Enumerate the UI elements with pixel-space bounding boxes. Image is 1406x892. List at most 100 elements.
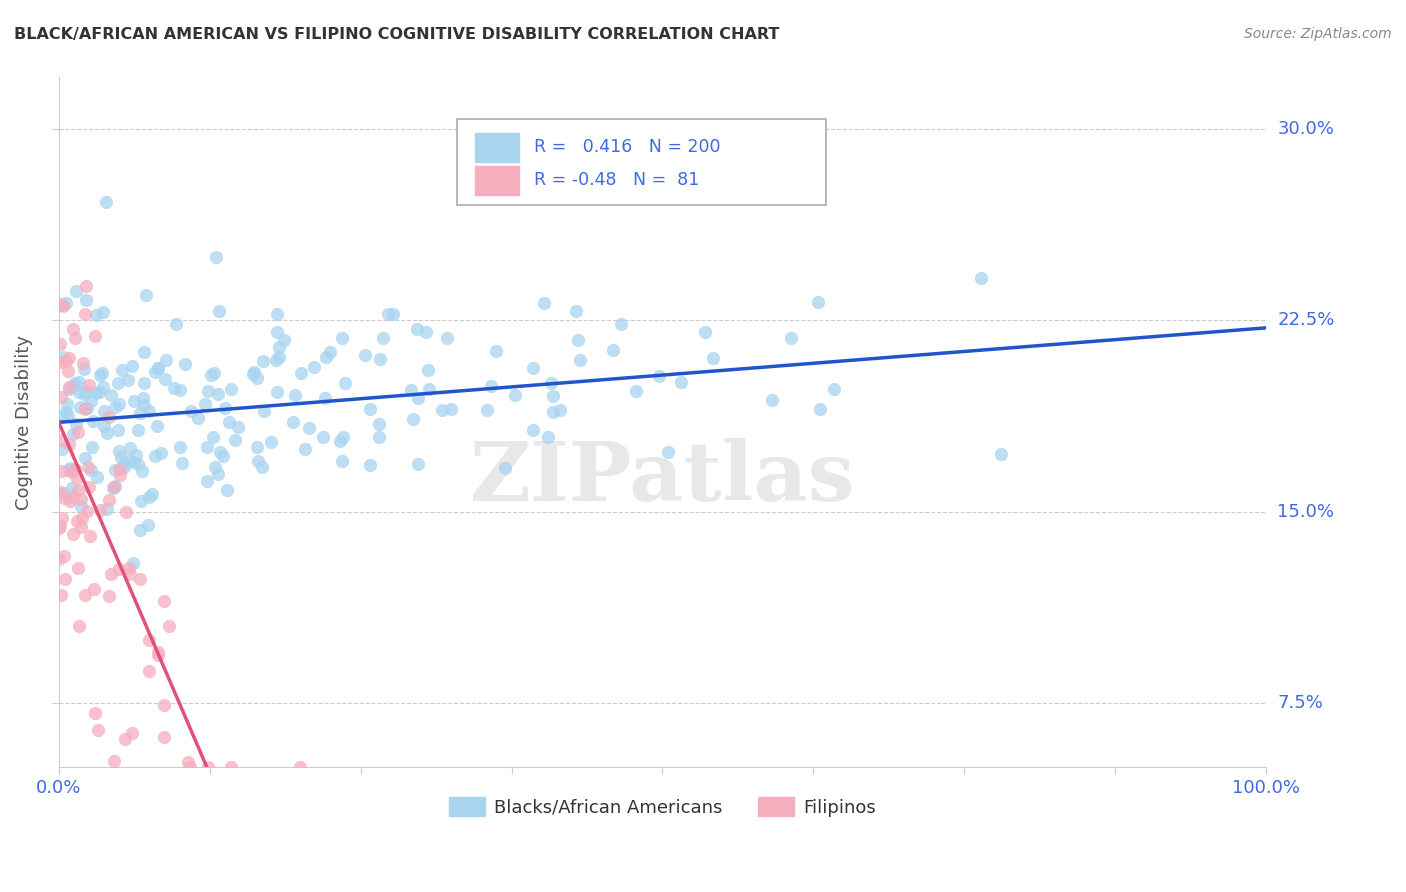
Point <box>436 331 458 345</box>
Point <box>157 619 180 633</box>
Point <box>332 453 354 467</box>
Point <box>148 645 170 659</box>
Point <box>82 414 104 428</box>
Point <box>371 331 394 345</box>
Point <box>541 405 564 419</box>
Point <box>823 382 845 396</box>
Point <box>693 325 716 339</box>
Point <box>242 365 264 379</box>
Point <box>359 402 381 417</box>
Point <box>132 391 155 405</box>
Point <box>283 415 305 429</box>
Point <box>226 420 249 434</box>
Point <box>75 293 97 308</box>
Point <box>208 303 231 318</box>
Point <box>253 403 276 417</box>
Point <box>416 363 439 377</box>
Point <box>62 490 84 504</box>
FancyBboxPatch shape <box>475 133 519 161</box>
Point <box>333 376 356 391</box>
Point <box>247 454 270 468</box>
Point <box>128 406 150 420</box>
Point <box>242 367 264 381</box>
Point <box>53 485 76 500</box>
Point <box>51 297 73 311</box>
Point <box>108 461 131 475</box>
Point <box>84 385 107 400</box>
Point <box>250 459 273 474</box>
Point <box>197 384 219 398</box>
FancyBboxPatch shape <box>475 166 519 194</box>
Point <box>207 387 229 401</box>
Point <box>132 376 155 390</box>
Point <box>195 441 218 455</box>
Point <box>169 440 191 454</box>
Point <box>266 306 288 320</box>
Point <box>155 353 177 368</box>
Point <box>51 442 73 456</box>
Point <box>169 383 191 397</box>
Text: ZIPatlas: ZIPatlas <box>470 438 855 517</box>
Point <box>75 279 97 293</box>
Point <box>405 322 427 336</box>
Point <box>48 552 70 566</box>
Point <box>48 485 70 500</box>
Point <box>56 409 79 424</box>
Point <box>138 404 160 418</box>
Point <box>80 440 103 454</box>
Point <box>260 435 283 450</box>
Point <box>60 466 83 480</box>
Point <box>112 457 135 471</box>
Point <box>66 561 89 575</box>
Point <box>66 483 89 497</box>
Point <box>780 331 803 345</box>
Point <box>75 588 97 602</box>
Point <box>173 357 195 371</box>
Point <box>49 298 72 312</box>
Point <box>89 368 111 382</box>
Point <box>252 353 274 368</box>
Point <box>440 402 463 417</box>
Point <box>122 556 145 570</box>
Point <box>129 572 152 586</box>
Point <box>146 648 169 662</box>
Point <box>52 350 75 364</box>
Point <box>89 502 111 516</box>
Point <box>264 352 287 367</box>
Point <box>91 366 114 380</box>
Point <box>111 362 134 376</box>
Point <box>98 409 121 424</box>
Text: 30.0%: 30.0% <box>1278 120 1334 137</box>
Point <box>91 380 114 394</box>
Point <box>179 760 201 774</box>
Point <box>121 359 143 373</box>
Point <box>162 381 184 395</box>
Point <box>103 479 125 493</box>
Point <box>49 588 72 602</box>
Point <box>548 402 571 417</box>
Point <box>49 390 72 404</box>
Point <box>79 529 101 543</box>
Point <box>246 440 269 454</box>
Point <box>100 388 122 402</box>
Point <box>103 481 125 495</box>
Point <box>503 388 526 402</box>
Text: 15.0%: 15.0% <box>1278 503 1334 521</box>
Point <box>311 430 333 444</box>
Point <box>63 462 86 476</box>
Point <box>224 434 246 448</box>
Point <box>808 401 831 416</box>
Point <box>96 426 118 441</box>
Point <box>302 360 325 375</box>
Point <box>76 504 98 518</box>
Point <box>602 343 624 357</box>
Point <box>117 561 139 575</box>
Point <box>143 449 166 463</box>
Point <box>146 419 169 434</box>
Point <box>319 345 342 359</box>
Point <box>218 415 240 429</box>
Point <box>70 510 93 524</box>
Point <box>59 461 82 475</box>
Point <box>93 419 115 434</box>
Point <box>59 494 82 508</box>
